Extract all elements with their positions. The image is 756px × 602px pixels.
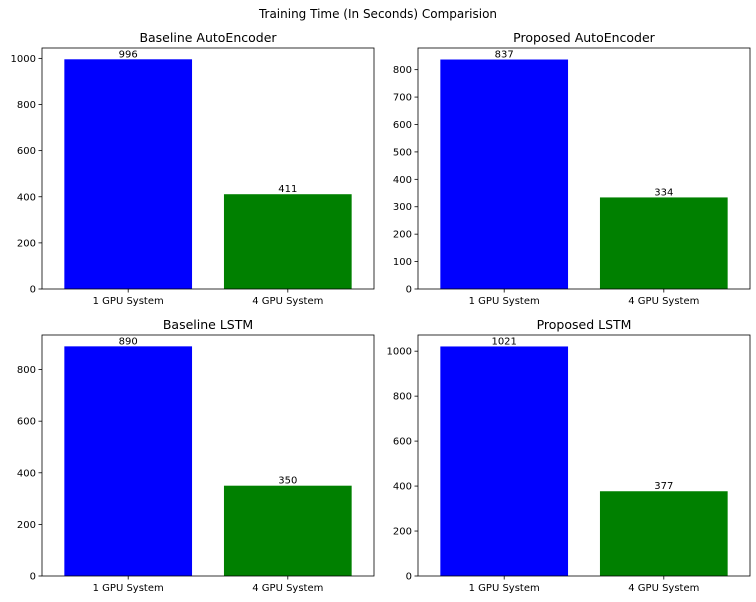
- y-tick-label: 100: [393, 257, 412, 268]
- y-tick-label: 400: [393, 175, 412, 186]
- x-tick-label: 1 GPU System: [469, 583, 540, 594]
- data-label: 890: [119, 336, 138, 347]
- bar-1-gpu: [64, 346, 193, 576]
- y-tick-label: 200: [17, 238, 36, 249]
- y-tick-label: 600: [393, 120, 412, 131]
- bar-4-gpu: [223, 194, 352, 289]
- y-tick-label: 0: [30, 572, 36, 583]
- y-tick-label: 200: [393, 527, 412, 538]
- y-tick-label: 300: [393, 202, 412, 213]
- chart-title: Proposed LSTM: [537, 317, 632, 332]
- data-label: 377: [654, 481, 673, 492]
- bar-4-gpu: [599, 491, 728, 576]
- y-tick-label: 800: [17, 100, 36, 111]
- y-tick-label: 1000: [11, 54, 36, 65]
- y-tick-label: 600: [17, 146, 36, 157]
- chart-panel-baseline-lstm: Baseline LSTM 890 350 0 200 400 600 800 1 GPU Sy…: [17, 317, 375, 594]
- chart-panel-proposed-lstm: Proposed LSTM 1021 377 0 200 400 600 800 1000 1 G…: [387, 317, 751, 594]
- x-tick-label: 4 GPU System: [252, 296, 323, 307]
- data-label: 411: [278, 184, 297, 195]
- x-tick-label: 1 GPU System: [93, 296, 164, 307]
- y-tick-label: 500: [393, 147, 412, 158]
- y-tick-label: 0: [406, 572, 412, 583]
- y-tick-label: 600: [17, 417, 36, 428]
- y-tick-label: 400: [17, 192, 36, 203]
- axes-frame: [41, 334, 375, 577]
- bar-1-gpu: [440, 59, 569, 290]
- axes-frame: [417, 334, 751, 577]
- x-tick-label: 1 GPU System: [469, 296, 540, 307]
- x-tick-label: 4 GPU System: [628, 296, 699, 307]
- figure-title: Training Time (In Seconds) Comparision: [258, 7, 497, 21]
- data-label: 350: [278, 476, 297, 487]
- bar-1-gpu: [440, 346, 569, 576]
- y-tick-label: 400: [393, 482, 412, 493]
- bar-4-gpu: [223, 485, 352, 576]
- y-tick-label: 0: [406, 285, 412, 296]
- bar-1-gpu: [64, 59, 193, 290]
- chart-title: Baseline LSTM: [163, 317, 253, 332]
- y-tick-label: 800: [393, 65, 412, 76]
- axes-frame: [41, 47, 375, 290]
- y-tick-label: 800: [393, 392, 412, 403]
- y-tick-label: 700: [393, 93, 412, 104]
- x-tick-label: 4 GPU System: [628, 583, 699, 594]
- data-label: 996: [119, 49, 138, 60]
- axes-frame: [417, 47, 751, 290]
- y-tick-label: 1000: [387, 347, 412, 358]
- x-tick-label: 1 GPU System: [93, 583, 164, 594]
- y-tick-label: 400: [17, 468, 36, 479]
- y-tick-label: 200: [17, 520, 36, 531]
- chart-panel-proposed-autoencoder: Proposed AutoEncoder 837 334 0 100 200 300 400 5…: [393, 30, 751, 307]
- chart-title: Proposed AutoEncoder: [513, 30, 656, 45]
- data-label: 1021: [491, 336, 516, 347]
- chart-title: Baseline AutoEncoder: [139, 30, 277, 45]
- y-tick-label: 200: [393, 230, 412, 241]
- data-label: 334: [654, 187, 673, 198]
- x-tick-label: 4 GPU System: [252, 583, 323, 594]
- bar-4-gpu: [599, 197, 728, 289]
- data-label: 837: [495, 50, 514, 61]
- y-tick-label: 800: [17, 365, 36, 376]
- y-tick-label: 600: [393, 437, 412, 448]
- y-tick-label: 0: [30, 285, 36, 296]
